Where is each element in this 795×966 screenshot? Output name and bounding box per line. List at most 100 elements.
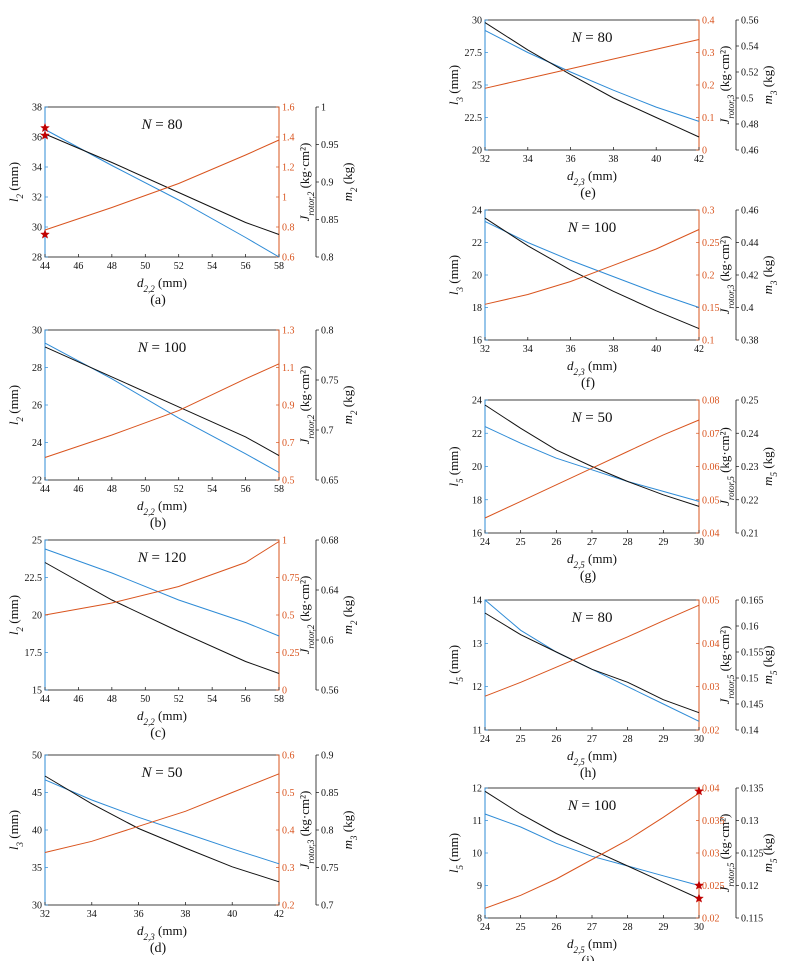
x-tick-label: 29	[658, 734, 668, 745]
x-tick-label: 26	[551, 537, 561, 548]
chart-panel-i: 24 25 26 27 28 29 30 8 9 10 11 12 0.02 0.025 0.03 0.035…	[446, 784, 779, 966]
y2-tick-label: 0.035	[702, 816, 725, 827]
y3-tick-label: 0.4	[741, 303, 754, 314]
y-tick-label: 27.5	[465, 48, 483, 59]
y3-tick-label: 0.135	[741, 784, 764, 795]
y-tick-label: 17.5	[25, 648, 43, 659]
y-tick-label: 10	[472, 849, 482, 860]
star-marker	[40, 229, 50, 239]
y3-axis-label: m2 (kg)	[340, 163, 359, 202]
y2-tick-label: 0.5	[282, 788, 295, 799]
y-tick-label: 16	[472, 336, 482, 347]
x-tick-label: 40	[651, 154, 661, 165]
y2-tick-label: 0.2	[702, 81, 715, 92]
y-tick-label: 20	[472, 462, 482, 473]
panel-caption: (e)	[580, 186, 596, 201]
x-tick-label: 58	[274, 261, 284, 272]
series-line-blue	[44, 548, 280, 637]
x-tick-label: 25	[516, 537, 526, 548]
x-tick-label: 26	[551, 734, 561, 745]
y2-tick-label: 1.1	[282, 363, 295, 374]
x-tick-label: 48	[107, 694, 117, 705]
x-axis-label: d2,5 (mm)	[567, 748, 617, 767]
x-tick-label: 50	[140, 694, 150, 705]
x-tick-label: 36	[566, 344, 576, 355]
y3-tick-label: 0.6	[321, 636, 334, 647]
x-tick-label: 46	[73, 484, 83, 495]
panel-caption: (i)	[581, 954, 595, 961]
y-tick-label: 12	[472, 784, 482, 795]
series-line-orange	[484, 792, 700, 909]
y3-tick-label: 0.46	[741, 206, 759, 217]
series-line-orange	[484, 419, 700, 519]
y2-tick-label: 0.03	[702, 849, 720, 860]
y-tick-label: 20	[472, 271, 482, 282]
x-tick-label: 54	[207, 261, 217, 272]
y-tick-label: 30	[32, 326, 42, 337]
y3-tick-label: 0.22	[741, 495, 759, 506]
chart-panel-b: 44 46 48 50 52 54 56 58 22 24 26 28 30 0.5 0.7 0.9 1.1 1.…	[6, 326, 359, 532]
x-tick-label: 32	[40, 909, 50, 920]
star-marker	[40, 130, 50, 140]
y-tick-label: 22.5	[25, 573, 43, 584]
y-tick-label: 25	[472, 81, 482, 92]
y3-tick-label: 0.38	[741, 336, 759, 347]
y3-tick-label: 0.165	[741, 596, 764, 607]
y-tick-label: 20	[32, 611, 42, 622]
y2-axis-label: Jrotor,3 (kg·cm²)	[717, 236, 736, 315]
y-tick-label: 34	[32, 163, 42, 174]
y3-tick-label: 0.155	[741, 648, 764, 659]
x-tick-label: 50	[140, 484, 150, 495]
series-line-black	[44, 562, 280, 674]
y3-tick-label: 0.52	[741, 68, 759, 79]
y3-tick-label: 0.14	[741, 726, 759, 737]
y2-tick-label: 0.04	[702, 784, 720, 795]
y-tick-label: 24	[472, 206, 482, 217]
y-tick-label: 25	[32, 536, 42, 547]
series-line-orange	[484, 604, 700, 697]
y2-tick-label: 0.8	[282, 223, 295, 234]
y-tick-label: 35	[32, 863, 42, 874]
x-tick-label: 54	[207, 694, 217, 705]
x-tick-label: 38	[608, 154, 618, 165]
y-tick-label: 22	[472, 238, 482, 249]
y3-tick-label: 0.5	[741, 94, 754, 105]
y-axis-label: l3 (mm)	[446, 65, 465, 105]
chart-panel-a: 44 46 48 50 52 54 56 58 28 30 32 34 36 38 0.6 0.8 1 1.2 1.…	[6, 103, 359, 309]
panel-caption: (f)	[581, 376, 595, 391]
y-axis-label: l2 (mm)	[6, 162, 25, 202]
y3-tick-label: 0.8	[321, 826, 334, 837]
y2-axis-label: Jrotor,5 (kg·cm²)	[717, 814, 736, 893]
y-axis-label: l3 (mm)	[446, 255, 465, 295]
y2-tick-label: 0.75	[282, 573, 300, 584]
y2-tick-label: 0	[702, 146, 707, 157]
y-tick-label: 30	[472, 16, 482, 27]
x-tick-label: 44	[40, 484, 50, 495]
y3-tick-label: 0.25	[741, 396, 759, 407]
x-tick-label: 30	[694, 922, 704, 933]
star-marker	[694, 786, 704, 796]
y2-tick-label: 0.25	[282, 648, 300, 659]
y-tick-label: 30	[32, 223, 42, 234]
x-tick-label: 29	[658, 537, 668, 548]
y2-tick-label: 0.02	[702, 914, 720, 925]
x-tick-label: 40	[651, 344, 661, 355]
y2-axis-label: Jrotor,3 (kg·cm²)	[297, 791, 316, 870]
chart-panel-c: 44 46 48 50 52 54 56 58 15 17.5 20 22.5 25 0 0.25 0.5 0.…	[6, 536, 359, 742]
y2-tick-label: 0.4	[282, 826, 295, 837]
y-tick-label: 18	[472, 303, 482, 314]
x-tick-label: 36	[134, 909, 144, 920]
chart-title: N = 100	[567, 798, 616, 814]
y3-tick-label: 1	[321, 103, 326, 114]
x-tick-label: 34	[87, 909, 97, 920]
y2-axis-label: Jrotor,2 (kg·cm²)	[297, 143, 316, 222]
y2-tick-label: 0.3	[702, 48, 715, 59]
y3-tick-label: 0.8	[321, 253, 334, 264]
y-tick-label: 36	[32, 133, 42, 144]
y-tick-label: 18	[472, 495, 482, 506]
y2-tick-label: 0.04	[702, 529, 720, 540]
y-tick-label: 14	[472, 596, 482, 607]
y-tick-label: 24	[472, 396, 482, 407]
y2-tick-label: 0	[282, 686, 287, 697]
y3-tick-label: 0.44	[741, 238, 759, 249]
